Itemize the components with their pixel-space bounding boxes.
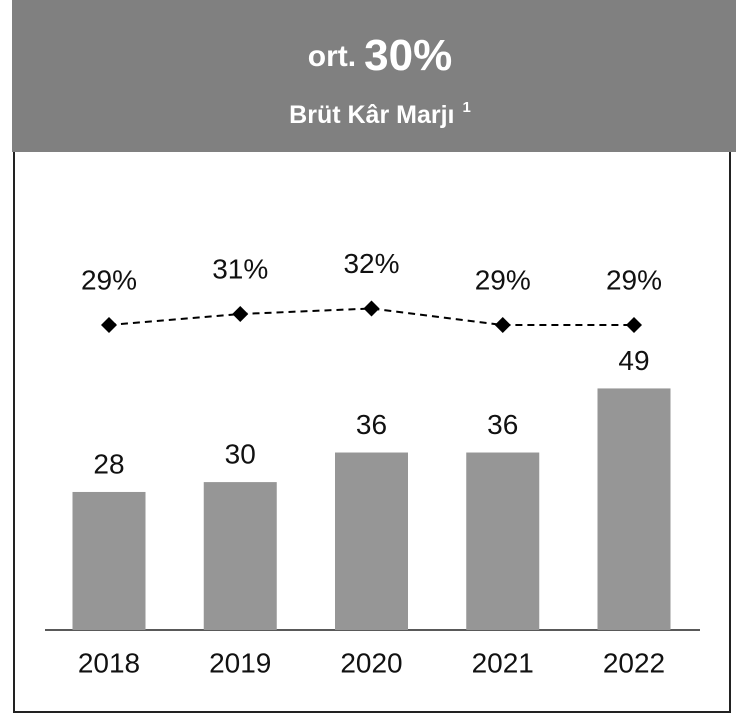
bar	[597, 388, 671, 630]
x-tick-label: 2018	[78, 647, 140, 678]
x-tick-label: 2022	[603, 647, 665, 678]
margin-marker	[363, 300, 380, 317]
x-tick-label: 2019	[209, 647, 271, 678]
bar	[72, 491, 146, 630]
header-prefix: ort.	[308, 40, 356, 73]
margin-label: 29%	[81, 264, 137, 295]
margin-marker	[232, 306, 249, 322]
margin-label: 31%	[212, 253, 268, 284]
x-tick-label: 2020	[340, 647, 402, 678]
bar-value-label: 28	[93, 448, 124, 479]
bar-value-label: 30	[225, 438, 256, 469]
margin-label: 32%	[343, 248, 399, 279]
header-value: 30%	[364, 31, 452, 80]
margin-marker	[101, 317, 117, 333]
bar	[335, 452, 408, 630]
margin-label: 29%	[475, 264, 531, 295]
x-tick-label: 2021	[472, 647, 534, 678]
header-line: ort. 30%	[308, 31, 452, 80]
bar-value-label: 49	[618, 345, 649, 376]
bar-value-label: 36	[487, 409, 518, 440]
header-subtitle: Brüt Kâr Marjı 1	[289, 99, 471, 129]
margin-marker	[494, 317, 511, 333]
margin-label: 29%	[606, 264, 662, 295]
header-title: Brüt Kâr Marjı	[289, 101, 454, 129]
margin-marker	[626, 317, 642, 333]
footnote: 1	[462, 99, 470, 116]
bar	[203, 482, 277, 630]
bar	[466, 452, 540, 630]
bar-value-label: 36	[356, 409, 387, 440]
margin-line	[108, 307, 634, 326]
header-band	[12, 0, 736, 152]
